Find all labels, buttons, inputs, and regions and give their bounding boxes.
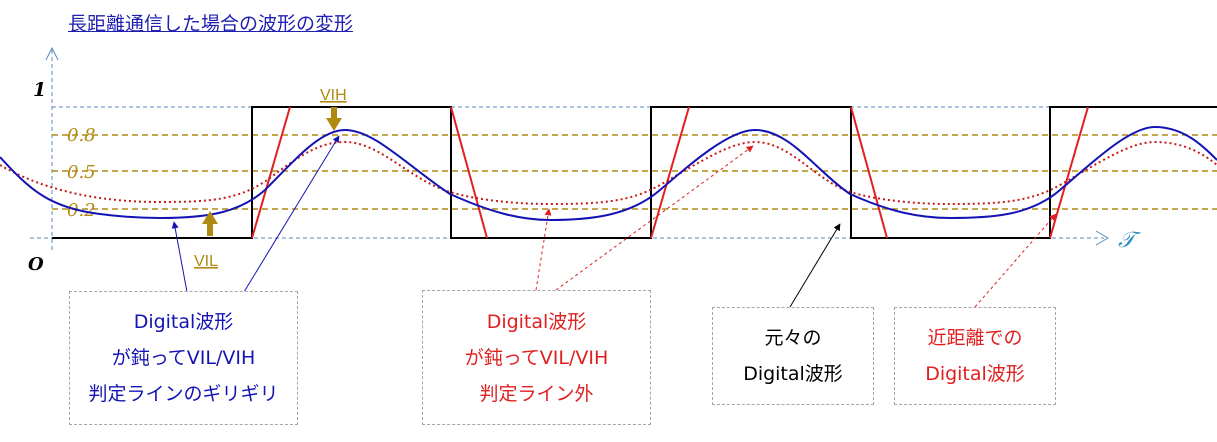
degraded-wave-red-dotted [0, 140, 1217, 206]
callout-line: Digital波形 [925, 363, 1025, 385]
diagram-title: 長距離通信した場合の波形の変形 [68, 13, 354, 35]
callout-red-out-of-range: Digital波形 が鈍ってVIL/VIH 判定ライン外 [422, 290, 651, 425]
callout-near-distance-wave: 近距離での Digital波形 [894, 307, 1056, 405]
vih-arrow-head [326, 118, 342, 131]
vil-label: VIL [194, 253, 218, 270]
vih-label: VIH [320, 87, 347, 104]
vih-marker: VIH [320, 87, 347, 131]
vil-marker: VIL [194, 211, 218, 270]
red-leader-arrow [555, 145, 754, 291]
degraded-wave-blue [0, 125, 1217, 222]
original-digital-wave [52, 106, 1217, 239]
red-leader-arrow [974, 213, 1057, 308]
vih-arrow-shaft [331, 107, 337, 119]
callout-line: Digital波形 [743, 363, 843, 385]
near-rise-edge [251, 106, 291, 239]
level-0.8-label: 0.8 [67, 125, 96, 146]
time-axis-label: 𝒯 [1118, 228, 1142, 253]
blue-leader-arrow [171, 221, 188, 293]
red-leader-arrow [535, 208, 552, 291]
black-leader-arrow [789, 223, 841, 308]
callout-line: 元々の [764, 327, 822, 349]
threshold-lines [52, 134, 1217, 210]
level-0.5-label: 0.5 [67, 162, 96, 183]
blue-leader-arrow [243, 135, 340, 293]
callout-original-wave: 元々の Digital波形 [712, 307, 874, 405]
x-axis-arrowhead [1095, 230, 1109, 246]
vil-arrow-head [202, 211, 218, 224]
red-leaders [535, 145, 1057, 308]
callout-line: Digital波形 [486, 310, 587, 333]
callout-line: が鈍ってVIL/VIH [111, 347, 256, 369]
callout-blue-borderline: Digital波形 が鈍ってVIL/VIH 判定ラインのギリギリ [69, 291, 298, 425]
callout-line: 判定ライン外 [479, 382, 594, 405]
blue-leaders [171, 135, 340, 293]
near-distance-wave [251, 106, 1089, 239]
callout-line: Digital波形 [133, 311, 234, 333]
callout-line: 近距離での [927, 327, 1023, 349]
level-1-label: 1 [33, 79, 46, 101]
near-rise-edge [650, 106, 690, 239]
callout-line: 判定ラインのギリギリ [88, 383, 279, 405]
origin-label: O [28, 254, 44, 275]
vil-arrow-shaft [207, 223, 213, 236]
y-axis-arrowhead [45, 46, 59, 61]
callout-line: が鈍ってVIL/VIH [464, 346, 609, 369]
near-fall-edge [850, 106, 888, 239]
near-fall-edge [450, 106, 488, 239]
